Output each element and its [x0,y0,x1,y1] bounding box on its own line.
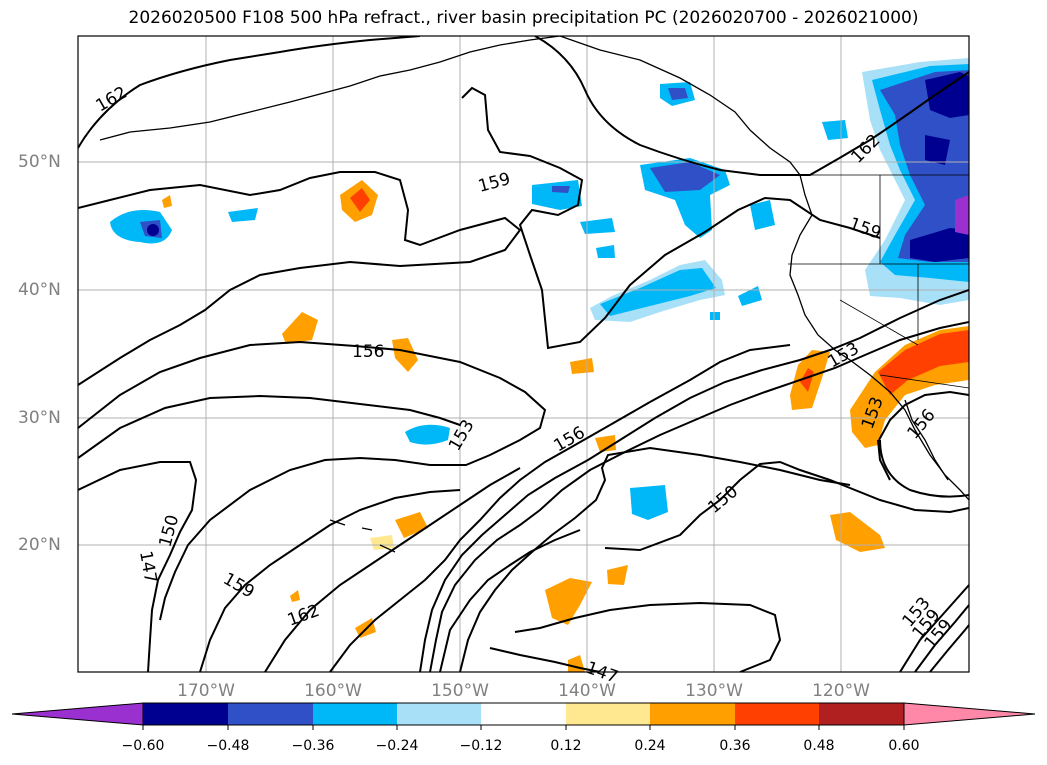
lon-label: 130°W [685,681,743,701]
colorbar-tick-label: −0.12 [459,738,503,754]
shade-negative-11 [738,286,762,306]
shade-negative-9 [596,245,615,258]
colorbar-segment [397,703,481,725]
alaska-coast-2 [559,36,801,176]
map-title: 2026020500 F108 500 hPa refract., river … [128,8,919,28]
colorbar-segment [228,703,313,725]
colorbar-segment [650,703,735,725]
shade-positive-8b [800,368,814,392]
colorbar-tick-label: −0.60 [121,738,165,754]
colorbar-segment [735,703,819,725]
shade-positive-3 [392,338,418,372]
precipitation-shading [110,58,969,672]
shade-positive-7 [370,535,394,550]
shade-negative-3 [532,180,582,210]
shade-positive-5 [595,435,616,452]
lat-label: 20°N [18,535,61,555]
colorbar-extend-right [903,702,1036,726]
shade-negative-ne-7 [955,195,969,235]
colorbar-tick-label: −0.48 [206,738,250,754]
colorbar-segment [481,703,566,725]
colorbar-tick-label: 0.24 [634,738,666,754]
shade-positive-12 [607,565,628,585]
shade-negative-14 [710,312,720,320]
lat-label: 30°N [18,408,61,428]
colorbar-segment [143,703,228,725]
lon-label: 150°W [431,681,489,701]
lon-label: 120°W [812,681,870,701]
shade-negative-1c [147,224,159,236]
shade-negative-4b [650,162,720,192]
colorbar-tick-label: −0.24 [375,738,419,754]
baja-coast [904,399,949,481]
shade-positive-11 [545,578,592,625]
colorbar-tick-label: 0.36 [719,738,751,754]
shade-negative-7 [750,200,775,230]
shade-negative-5b [668,88,688,100]
shade-negative-13 [630,485,668,520]
colorbar-extend-left [11,702,144,726]
colorbar-tick-label: 0.60 [888,738,920,754]
colorbar [11,702,1036,730]
colorbar-segment [566,703,650,725]
colorbar-tick-label: 0.48 [803,738,835,754]
shade-negative-3b [552,186,570,193]
lon-label: 160°W [304,681,362,701]
coastlines [99,36,969,553]
colorbar-tick-label: −0.36 [291,738,335,754]
shade-negative-10b [600,268,716,316]
lon-label: 140°W [558,681,616,701]
shade-positive-2 [282,312,318,344]
lon-label: 170°W [177,681,235,701]
shade-positive-6 [395,512,428,538]
shade-positive-15 [162,195,172,208]
shade-negative-8 [580,218,615,234]
alaska-coast [99,36,561,141]
shade-negative-2 [228,208,258,222]
shade-positive-9b [878,330,969,395]
geopotential-contours [78,36,969,672]
shade-positive-1b [350,188,370,212]
shade-negative-ne-4 [925,72,969,118]
shade-positive-10 [830,512,885,552]
colorbar-segment [313,703,397,725]
shade-positive-4 [570,358,594,374]
contour-label: 156 [352,342,384,362]
map-frame [77,35,970,673]
lat-label: 50°N [18,152,61,172]
shade-positive-16 [290,590,300,602]
colorbar-tick-label: 0.12 [550,738,582,754]
shade-negative-ne-5 [925,135,950,165]
colorbar-frame [142,702,905,726]
lat-label: 40°N [18,280,61,300]
na-coast [789,174,969,501]
colorbar-segment [819,703,904,725]
shade-negative-ne-6 [910,228,969,262]
shade-negative-12 [405,424,450,445]
